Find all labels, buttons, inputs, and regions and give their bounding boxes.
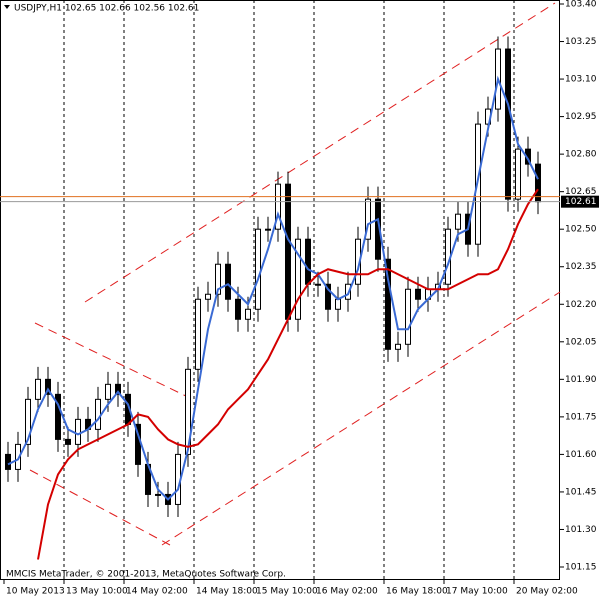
candle-body	[45, 378, 51, 395]
moving-average	[37, 188, 539, 560]
candle-body	[235, 298, 241, 320]
plot-frame	[0, 0, 560, 580]
moving-average	[7, 75, 539, 501]
candle-body	[25, 398, 31, 445]
y-tick-label: 102.50	[565, 225, 597, 235]
candle-body	[155, 493, 161, 496]
footer: MMCIS MetaTrader, © 2001-2013, MetaQuote…	[6, 570, 286, 580]
candle-body	[385, 258, 391, 350]
x-tick-label: 10 May 2013	[6, 587, 65, 597]
candle-body	[325, 283, 331, 310]
candle-body	[275, 183, 281, 230]
y-tick-label: 101.30	[565, 525, 597, 535]
y-tick-label: 101.75	[565, 412, 597, 422]
chart-title: USDJPY,H1 102.65 102.66 102.56 102.61	[14, 4, 199, 14]
candle-body	[105, 383, 111, 400]
candle-body	[75, 418, 81, 445]
candle-body	[215, 263, 221, 295]
y-tick-label: 102.35	[565, 262, 597, 272]
x-tick-label: 20 May 02:00	[516, 587, 578, 597]
x-tick-label: 13 May 10:00	[66, 587, 128, 597]
candle-body	[535, 163, 541, 203]
candle-body	[205, 293, 211, 300]
candle-body	[65, 438, 71, 445]
y-tick-label: 101.60	[565, 450, 597, 460]
menu-arrow[interactable]	[4, 5, 10, 9]
candle-body	[15, 443, 21, 470]
candle-body	[315, 283, 321, 286]
candle-body	[395, 343, 401, 350]
candle-body	[115, 383, 121, 395]
candle-body	[285, 183, 291, 320]
x-tick-label: 17 May 10:00	[446, 587, 508, 597]
y-tick-label: 103.40	[565, 0, 597, 10]
candle-body	[185, 368, 191, 455]
candle-body	[255, 228, 261, 310]
channel-lines	[29, 2, 561, 546]
y-tick-label: 102.65	[565, 187, 597, 197]
y-tick-label: 103.25	[565, 37, 597, 47]
y-tick-label: 101.45	[565, 487, 597, 497]
y-tick-label: 102.95	[565, 112, 597, 122]
y-tick-label: 102.20	[565, 300, 597, 310]
candle-body	[55, 393, 61, 440]
x-tick-label: 16 May 18:00	[386, 587, 448, 597]
candle-body	[95, 398, 101, 430]
candle-body	[505, 48, 511, 200]
candle-body	[265, 228, 271, 231]
candle-body	[335, 298, 341, 310]
y-tick-label: 102.80	[565, 150, 597, 160]
candle-body	[365, 198, 371, 240]
y-tick-label: 103.10	[565, 75, 597, 85]
candle-body	[245, 308, 251, 320]
candle-body	[195, 298, 201, 370]
x-tick-label: 14 May 02:00	[126, 587, 188, 597]
candle-body	[405, 288, 411, 345]
y-tick-label: 101.90	[565, 375, 597, 385]
x-tick-label: 14 May 18:00	[196, 587, 258, 597]
candle-body	[295, 238, 301, 320]
candle-body	[455, 213, 461, 230]
last-price-label: 102.61	[565, 197, 597, 207]
y-tick-label: 102.05	[565, 337, 597, 347]
candle-body	[225, 263, 231, 300]
candle-body	[415, 288, 421, 300]
candle-body	[5, 453, 11, 470]
y-tick-label: 101.15	[565, 563, 597, 573]
x-tick-label: 15 May 10:00	[256, 587, 318, 597]
x-tick-label: 16 May 02:00	[316, 587, 378, 597]
candle-body	[35, 378, 41, 400]
last-price-box	[561, 195, 599, 208]
candle-body	[305, 238, 311, 285]
candle-body	[515, 148, 521, 200]
